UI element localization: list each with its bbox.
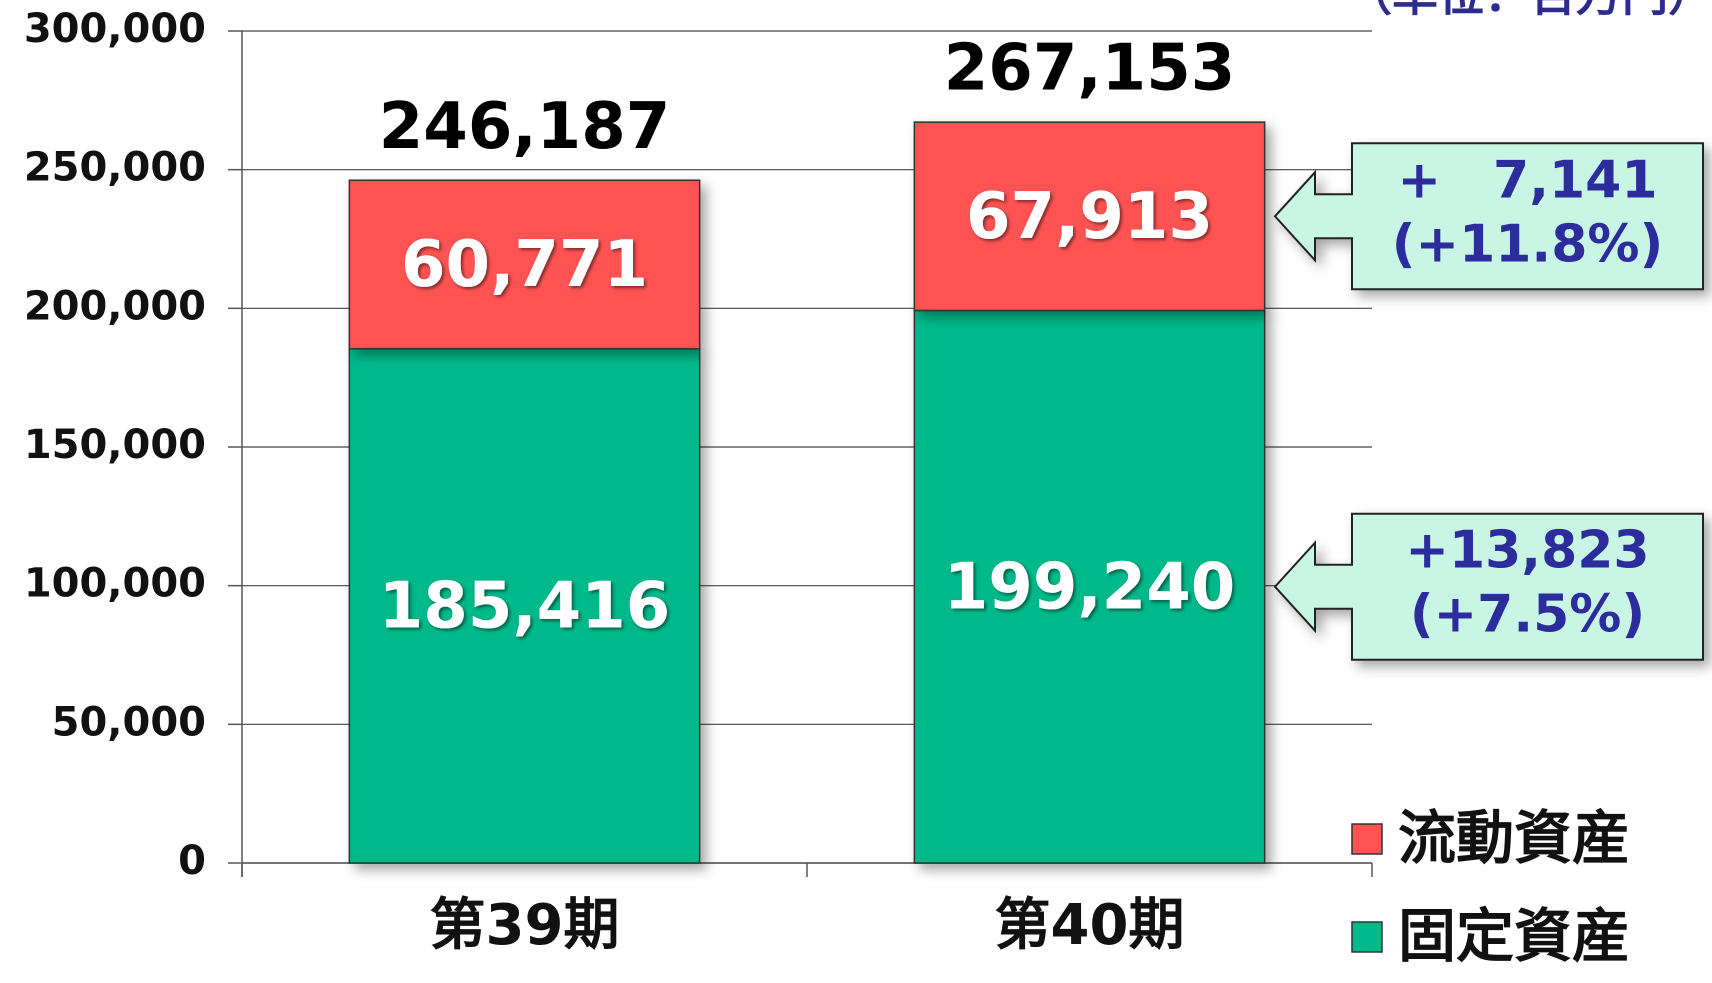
x-tick-label: 第40期 (995, 893, 1185, 958)
callout (1273, 512, 1704, 661)
legend-swatch (1351, 823, 1383, 855)
unit-label: （単位：百万円） (1346, 0, 1712, 22)
legend-label: 固定資産 (1398, 902, 1630, 970)
callout-text: (+7.5%) (1410, 585, 1645, 645)
callout-text: +13,823 (1405, 521, 1649, 581)
bar-value-label: 67,913 (966, 180, 1213, 254)
legend-swatch (1351, 921, 1383, 953)
callout (1273, 142, 1704, 291)
bar-segment (913, 121, 1266, 312)
bar-value-label: 60,771 (401, 228, 648, 302)
y-tick-label: 200,000 (24, 283, 206, 329)
bar-value-label: 199,240 (944, 550, 1236, 624)
x-tick-label: 第39期 (430, 893, 620, 958)
bar-segment (913, 309, 1266, 864)
legend-label: 流動資産 (1398, 804, 1630, 872)
total-label: 246,187 (379, 90, 671, 164)
y-tick-label: 50,000 (52, 699, 206, 745)
total-label: 267,153 (944, 32, 1236, 106)
y-tick-label: 300,000 (24, 6, 206, 52)
bar-value-label: 185,416 (379, 569, 671, 643)
y-tick-label: 150,000 (24, 422, 206, 468)
bar-segment (348, 179, 701, 350)
y-tick-label: 250,000 (24, 145, 206, 191)
callout-text: + 7,141 (1397, 150, 1657, 210)
y-tick-label: 0 (178, 838, 206, 884)
callout-text: (+11.8%) (1392, 214, 1664, 274)
y-tick-label: 100,000 (24, 561, 206, 607)
